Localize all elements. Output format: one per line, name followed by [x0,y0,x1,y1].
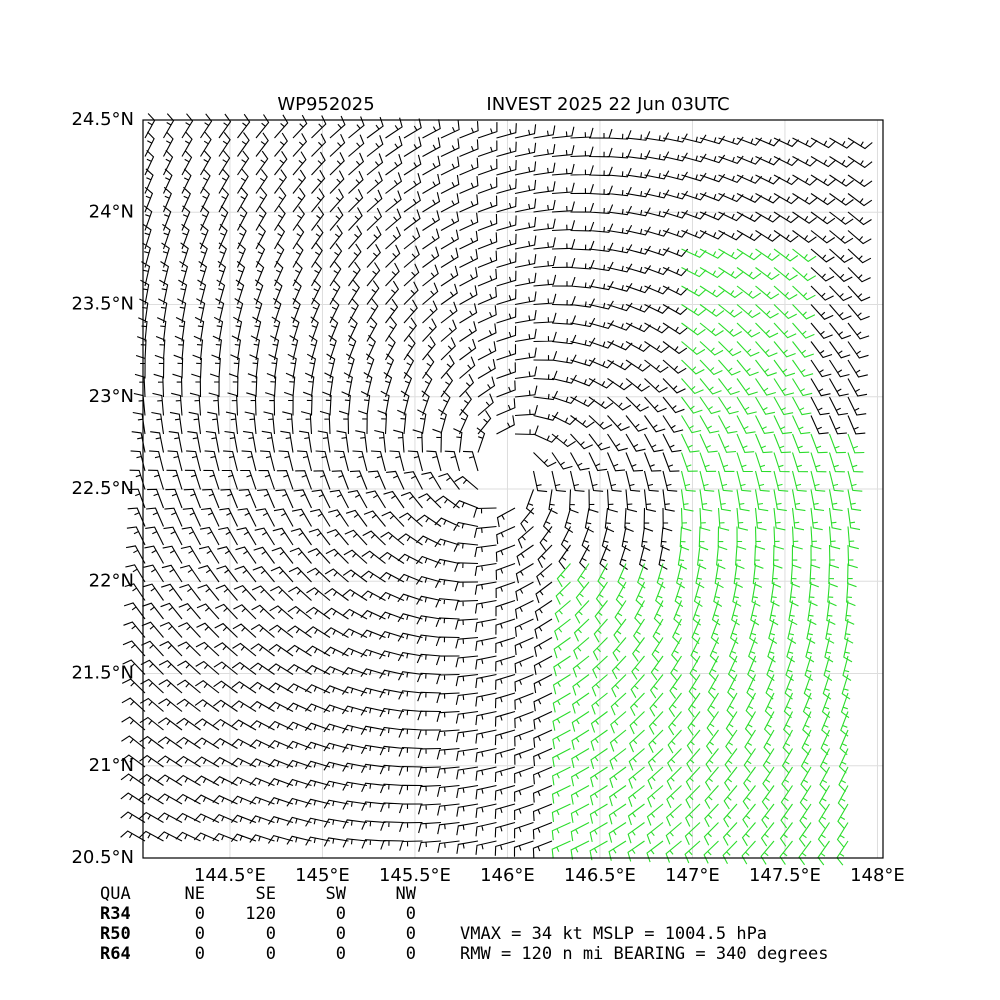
x-tick-label: 144.5°E [194,865,266,886]
table-header: SW [326,884,347,904]
y-tick-label: 22°N [89,570,134,591]
storm-title: INVEST 2025 22 Jun 03UTC [486,94,729,115]
y-tick-label: 20.5°N [71,847,134,868]
table-cell: 0 [266,924,276,944]
y-tick-label: 24.5°N [71,109,134,130]
table-cell: 0 [336,924,346,944]
table-cell: 120 [245,904,276,924]
y-tick-label: 23°N [89,386,134,407]
y-tick-label: 21°N [89,755,134,776]
x-tick-label: 146°E [480,865,535,886]
table-cell: 0 [266,944,276,964]
x-tick-label: 146.5°E [564,865,636,886]
table-cell: R64 [100,944,131,964]
rmw-info: RMW = 120 n mi BEARING = 340 degrees [460,944,828,964]
table-cell: R34 [100,904,131,924]
intensity-info: VMAX = 34 kt MSLP = 1004.5 hPa [460,924,767,944]
table-cell: 0 [336,944,346,964]
y-tick-label: 22.5°N [71,478,134,499]
y-tick-label: 21.5°N [71,663,134,684]
table-header: NW [396,884,417,904]
plot-frame [142,119,884,859]
x-tick-label: 145°E [295,865,350,886]
table-cell: 0 [406,904,416,924]
x-tick-label: 148°E [850,865,905,886]
x-tick-label: 145.5°E [379,865,451,886]
x-tick-label: 147°E [665,865,720,886]
y-tick-label: 23.5°N [71,294,134,315]
table-cell: 0 [406,924,416,944]
table-cell: 0 [336,904,346,924]
table-cell: 0 [406,944,416,964]
table-header: NE [185,884,205,904]
barb-field-34kt [551,248,865,866]
storm-id: WP952025 [277,94,374,115]
table-cell: R50 [100,924,131,944]
table-cell: 0 [195,924,205,944]
ticks: 144.5°E 145°E 145.5°E 146°E 146.5°E 147°E 147.… [71,109,904,886]
x-tick-label: 147.5°E [749,865,821,886]
table-cell: 0 [195,944,205,964]
table-header: QUA [100,884,131,904]
table-header: SE [256,884,276,904]
y-tick-label: 24°N [89,201,134,222]
table-cell: 0 [195,904,205,924]
